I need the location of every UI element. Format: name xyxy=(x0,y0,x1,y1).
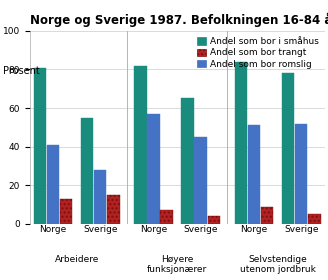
Bar xyxy=(60,199,72,224)
Bar xyxy=(235,62,247,224)
Bar xyxy=(81,118,93,224)
Bar xyxy=(208,216,220,224)
Bar xyxy=(248,125,260,224)
Bar xyxy=(181,98,194,224)
Bar xyxy=(282,73,294,224)
Bar xyxy=(147,114,160,224)
Bar xyxy=(107,195,120,224)
Bar xyxy=(34,67,46,224)
Bar xyxy=(295,123,307,224)
Text: Norge og Sverige 1987. Befolkningen 16-84 år: Norge og Sverige 1987. Befolkningen 16-8… xyxy=(30,12,328,27)
Legend: Andel som bor i småhus, Andel som bor trangt, Andel som bor romslig: Andel som bor i småhus, Andel som bor tr… xyxy=(195,35,320,71)
Text: Arbeidere: Arbeidere xyxy=(54,255,99,264)
Bar xyxy=(94,170,107,224)
Bar xyxy=(195,137,207,224)
Bar xyxy=(308,214,320,224)
Text: Selvstendige
utenom jordbruk: Selvstendige utenom jordbruk xyxy=(240,255,316,274)
Bar xyxy=(160,211,173,224)
Text: Prosent: Prosent xyxy=(3,66,40,76)
Bar xyxy=(134,66,147,224)
Bar xyxy=(47,145,59,224)
Bar xyxy=(261,207,274,224)
Text: Høyere
funksjonærer: Høyere funksjonærer xyxy=(147,255,207,274)
